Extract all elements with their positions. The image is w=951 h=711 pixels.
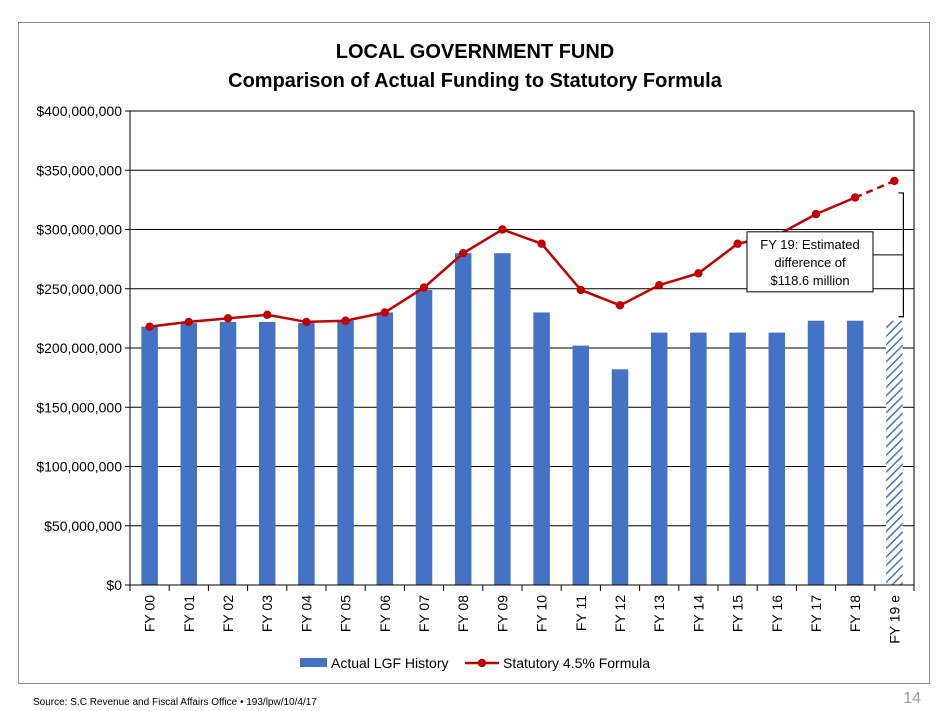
x-tick-label: FY 12 (612, 595, 628, 632)
line-point (537, 239, 546, 248)
x-tick-label: FY 11 (573, 595, 589, 631)
line-point (263, 310, 272, 320)
x-tick-label: FY 01 (181, 595, 197, 632)
bar (141, 326, 158, 585)
bar (219, 321, 237, 585)
y-tick-label: $0 (106, 577, 122, 593)
bar (768, 332, 786, 585)
annotation-text: $118.6 million (770, 273, 849, 288)
bar (846, 320, 864, 585)
bar (494, 253, 511, 585)
line-point (302, 317, 311, 327)
chart-title-line-2: Comparison of Actual Funding to Statutor… (228, 70, 723, 92)
series-line-statutory-estimated (854, 179, 895, 199)
line-point (615, 301, 625, 310)
y-tick-label: $100,000,000 (36, 459, 122, 475)
chart-title-line-1: LOCAL GOVERNMENT FUND (336, 41, 615, 63)
x-tick-label: FY 07 (416, 595, 432, 632)
legend-swatch-actual (300, 658, 327, 667)
line-point (223, 314, 233, 323)
bar (611, 369, 629, 585)
x-tick-label: FY 05 (338, 595, 354, 632)
bar-estimated (886, 320, 903, 585)
chart-frame: LOCAL GOVERNMENT FUND Comparison of Actu… (18, 22, 930, 684)
bar (807, 320, 825, 585)
legend-label-actual: Actual LGF History (331, 655, 448, 671)
legend-label-statutory: Statutory 4.5% Formula (503, 655, 650, 671)
line-point (380, 308, 389, 317)
y-tick-label: $350,000,000 (36, 162, 122, 178)
y-tick-label: $200,000,000 (36, 340, 122, 356)
bar (337, 320, 354, 585)
y-tick-label: $50,000,000 (44, 518, 122, 534)
x-tick-label: FY 13 (651, 595, 667, 632)
x-tick-label: FY 00 (142, 595, 158, 632)
bar (180, 323, 198, 585)
line-point (890, 176, 899, 186)
x-tick-label: FY 03 (259, 595, 275, 632)
annotation-box (746, 231, 874, 293)
x-tick-label: FY 10 (534, 595, 550, 632)
y-tick-label: $300,000,000 (36, 222, 122, 238)
line-point (851, 193, 860, 202)
bar (298, 323, 315, 585)
bar (415, 289, 433, 585)
y-tick-label: $150,000,000 (36, 399, 122, 415)
bar (533, 312, 550, 585)
legend-marker-statutory (477, 658, 487, 668)
x-tick-label: FY 15 (730, 595, 746, 632)
line-point (184, 317, 193, 327)
line-point (459, 249, 468, 258)
annotation-text: difference of (774, 255, 846, 270)
x-tick-label: FY 06 (377, 595, 393, 632)
x-tick-label: FY 14 (690, 595, 706, 632)
line-point (655, 280, 664, 290)
line-point (145, 322, 154, 331)
x-tick-label: FY 02 (220, 595, 236, 632)
bar (650, 332, 668, 585)
y-tick-label: $400,000,000 (36, 103, 122, 119)
bar (729, 332, 746, 585)
line-point (498, 225, 507, 234)
bar (258, 321, 276, 585)
y-tick-label: $250,000,000 (36, 281, 122, 297)
footer-source: Source: S.C Revenue and Fiscal Affairs O… (33, 697, 317, 708)
x-tick-label: FY 16 (769, 595, 785, 632)
bar (690, 332, 707, 585)
line-point (811, 209, 821, 219)
line-point (576, 285, 585, 295)
x-tick-label: FY 09 (494, 595, 510, 632)
chart-svg: LOCAL GOVERNMENT FUND Comparison of Actu… (36, 41, 915, 671)
bar (572, 345, 590, 585)
x-tick-label: FY 08 (455, 595, 471, 632)
line-point (694, 269, 703, 278)
line-point (733, 239, 742, 248)
bar (376, 312, 394, 585)
annotation-text: FY 19: Estimated (760, 237, 859, 252)
x-tick-label: FY 17 (808, 595, 824, 632)
x-tick-label: FY 04 (298, 595, 314, 632)
bar (454, 253, 472, 585)
page-number: 14 (903, 690, 921, 707)
x-tick-label: FY 19 e (886, 595, 902, 644)
line-point (419, 283, 429, 292)
line-point (341, 316, 350, 325)
x-tick-label: FY 18 (847, 595, 863, 632)
